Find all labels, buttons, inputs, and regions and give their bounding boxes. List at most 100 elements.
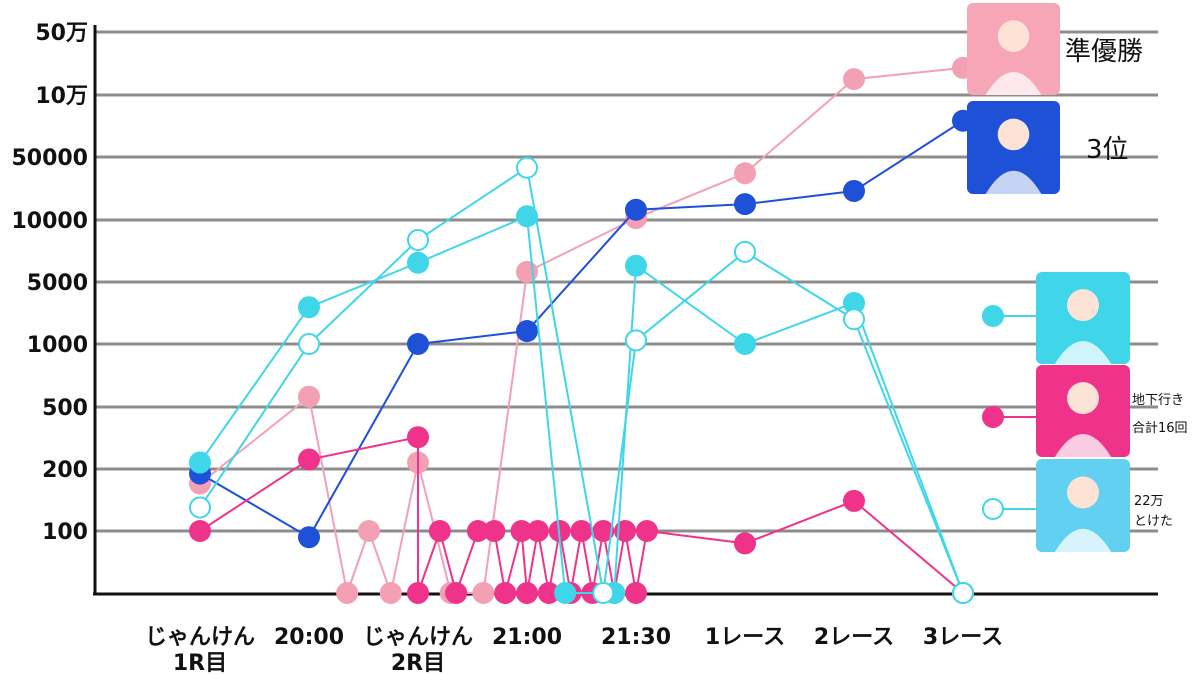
y-tick-labels: 100 200 500 1000 5000 10000 50000 10万 50万 xyxy=(11,21,88,545)
series-line xyxy=(199,66,964,594)
data-point xyxy=(843,489,865,512)
data-point xyxy=(336,582,359,604)
data-point xyxy=(298,448,320,471)
annotation-label: 準優勝 xyxy=(1065,37,1143,67)
portrait-face-icon xyxy=(1067,476,1099,509)
annotation-label: とけた xyxy=(1134,514,1173,529)
y-tick-label: 10000 xyxy=(11,209,88,234)
y-tick-label: 500 xyxy=(42,396,88,421)
portrait-body-icon xyxy=(1054,528,1112,552)
data-point xyxy=(298,296,320,319)
data-point xyxy=(734,193,756,216)
x-tick-label: じゃんけん xyxy=(363,625,473,650)
data-point xyxy=(843,308,865,331)
data-point xyxy=(483,520,506,542)
data-point xyxy=(592,520,615,542)
legend-marker xyxy=(982,406,1004,428)
data-point xyxy=(516,320,538,343)
x-tick-label: 3レース xyxy=(923,625,1003,650)
data-point xyxy=(510,520,533,542)
x-tick-label: じゃんけん xyxy=(145,625,255,650)
legend-marker xyxy=(982,305,1004,327)
data-point xyxy=(494,582,517,604)
data-point xyxy=(734,532,756,555)
portrait-card-lightblue xyxy=(1036,459,1130,552)
annotation-label: 22万 xyxy=(1134,494,1164,509)
series-1 xyxy=(189,109,974,549)
x-tick-label: 21:30 xyxy=(601,625,671,650)
data-point xyxy=(526,520,549,542)
y-tick-label: 50000 xyxy=(11,146,88,171)
data-point xyxy=(843,291,865,314)
portrait-face-icon xyxy=(997,20,1030,52)
data-point xyxy=(843,68,865,91)
x-tick-label: 21:00 xyxy=(492,625,562,650)
series-3 xyxy=(189,205,974,604)
annotation-label: 3位 xyxy=(1086,135,1129,165)
data-point xyxy=(625,198,647,221)
data-point xyxy=(472,582,495,604)
data-point xyxy=(189,496,211,519)
data-point xyxy=(516,260,538,283)
data-point xyxy=(516,582,538,604)
data-point xyxy=(189,451,211,474)
data-point xyxy=(379,582,402,604)
portrait-card-blue xyxy=(967,101,1060,194)
data-point xyxy=(189,520,211,542)
x-tick-label: 2レース xyxy=(814,625,894,650)
portrait-cards xyxy=(967,3,1130,552)
x-tick-label: 1R目 xyxy=(173,651,227,675)
x-tick-label: 2R目 xyxy=(391,651,445,675)
data-point xyxy=(445,582,468,604)
data-point xyxy=(625,582,647,604)
portrait-body-icon xyxy=(1054,341,1112,364)
portrait-card-cyan xyxy=(1036,272,1130,364)
annotation-label: 合計16回 xyxy=(1132,420,1188,436)
data-point xyxy=(407,228,429,251)
series-2 xyxy=(189,426,974,604)
series-line xyxy=(199,215,964,594)
data-point xyxy=(466,520,489,542)
data-point xyxy=(407,333,429,355)
series-layer xyxy=(189,56,974,604)
data-point xyxy=(952,582,974,604)
data-point xyxy=(592,582,615,604)
data-point xyxy=(537,582,560,604)
data-point xyxy=(734,162,756,185)
series-4 xyxy=(189,156,974,604)
data-point xyxy=(734,240,756,263)
y-tick-label: 50万 xyxy=(35,21,88,46)
y-tick-label: 100 xyxy=(42,520,88,545)
data-point xyxy=(635,520,658,542)
data-point xyxy=(298,333,320,355)
portrait-body-icon xyxy=(1054,434,1112,457)
data-point xyxy=(407,251,429,274)
portrait-face-icon xyxy=(1067,382,1099,415)
x-tick-label: 20:00 xyxy=(274,625,344,650)
data-point xyxy=(570,520,593,542)
legend-markers xyxy=(982,305,1036,520)
portrait-face-icon xyxy=(997,118,1030,151)
data-point xyxy=(298,526,320,549)
y-tick-label: 200 xyxy=(42,458,88,483)
y-tick-label: 10万 xyxy=(35,84,88,109)
portrait-card-pink xyxy=(967,3,1060,95)
portrait-body-icon xyxy=(985,72,1042,95)
data-point xyxy=(554,582,577,604)
annotation-label: 地下行き xyxy=(1132,393,1184,408)
series-line xyxy=(199,119,964,539)
data-point xyxy=(516,156,538,179)
data-point xyxy=(734,333,756,355)
data-point xyxy=(298,385,320,408)
y-tick-label: 5000 xyxy=(27,271,88,296)
data-point xyxy=(516,205,538,228)
data-point xyxy=(407,426,429,449)
data-point xyxy=(357,520,380,542)
data-point xyxy=(625,254,647,277)
portrait-card-magenta xyxy=(1036,365,1130,457)
portrait-face-icon xyxy=(1067,289,1099,322)
portrait-body-icon xyxy=(985,170,1042,194)
